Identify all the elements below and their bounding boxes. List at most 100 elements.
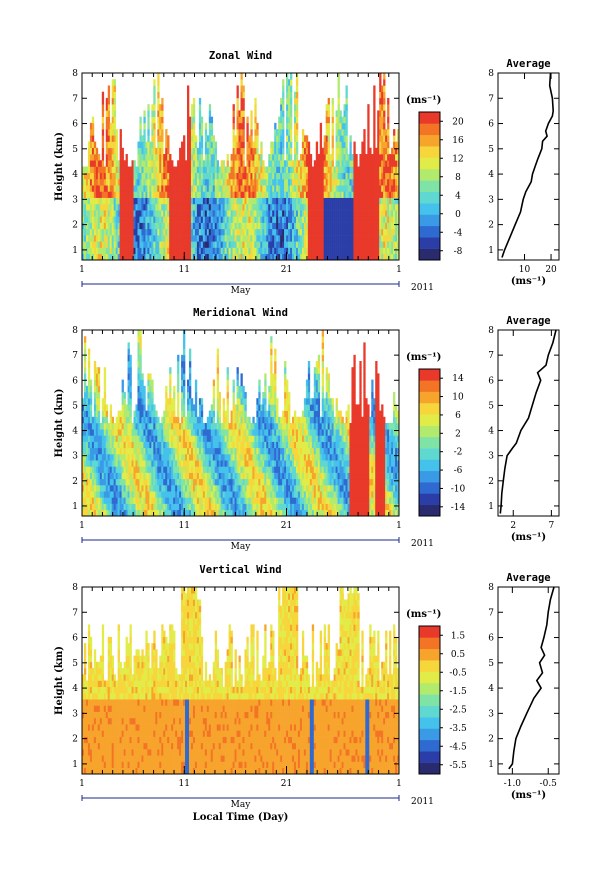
heatmap-cell: [85, 423, 89, 430]
heatmap-cell: [187, 410, 190, 418]
heatmap-cell: [383, 191, 386, 198]
heatmap-cell: [335, 110, 338, 117]
heatmap-cell: [204, 166, 208, 174]
heatmap-cell: [367, 185, 370, 192]
heatmap-cell: [133, 166, 136, 174]
heatmap-cell: [183, 178, 186, 186]
heatmap-cell: [145, 241, 148, 248]
heatmap-cell: [185, 172, 188, 180]
heatmap-cell: [185, 429, 188, 436]
heatmap-cell: [369, 197, 372, 205]
heatmap-cell: [230, 247, 233, 255]
heatmap-cell: [127, 454, 130, 461]
heatmap-cell: [309, 154, 313, 161]
heatmap-cell: [200, 404, 204, 411]
heatmap-cell: [169, 392, 172, 399]
heatmap-cell: [226, 379, 229, 387]
heatmap-cell: [218, 416, 221, 424]
heatmap-cell: [293, 197, 297, 205]
heatmap-cell: [107, 147, 111, 155]
heatmap-cell: [206, 210, 210, 217]
heatmap-cell: [303, 241, 307, 248]
heatmap-cell: [315, 154, 319, 161]
heatmap-cell: [345, 116, 348, 124]
heatmap-cell: [274, 160, 277, 167]
heatmap-cell: [188, 423, 192, 430]
heatmap-cell: [93, 404, 97, 411]
heatmap-cell: [145, 410, 148, 418]
heatmap-cell: [311, 172, 315, 180]
heatmap-cell: [242, 210, 245, 217]
heatmap-cell: [307, 197, 311, 205]
heatmap-cell: [117, 472, 120, 480]
heatmap-cell: [149, 404, 152, 411]
heatmap-cell: [109, 435, 113, 442]
heatmap-cell: [391, 191, 394, 198]
heatmap-cell: [375, 241, 378, 248]
heatmap-cell: [240, 147, 243, 155]
heatmap-cell: [169, 216, 172, 223]
heatmap-cell: [187, 178, 190, 186]
heatmap-cell: [111, 147, 114, 155]
heatmap-cell: [252, 154, 255, 161]
heatmap-cell: [268, 178, 271, 186]
heatmap-cell: [266, 253, 269, 261]
heatmap-cell: [301, 247, 305, 255]
heatmap-cell: [262, 166, 265, 174]
heatmap-cell: [210, 416, 214, 424]
heatmap-cell: [89, 454, 93, 461]
heatmap-cell: [198, 122, 202, 130]
heatmap-cell: [145, 253, 148, 261]
heatmap-cell: [337, 241, 340, 248]
heatmap-cell: [119, 166, 122, 174]
heatmap-cell: [204, 172, 208, 180]
heatmap-cell: [365, 191, 368, 198]
heatmap-cell: [266, 185, 269, 192]
heatmap-cell: [381, 160, 384, 167]
heatmap-cell: [220, 503, 223, 511]
heatmap-cell: [250, 122, 253, 130]
heatmap-cell: [185, 247, 188, 255]
heatmap-cell: [363, 147, 366, 155]
heatmap-cell: [341, 141, 344, 149]
heatmap-cell: [85, 509, 89, 517]
heatmap-cell: [125, 503, 128, 511]
heatmap-cell: [192, 247, 196, 255]
heatmap-cell: [286, 97, 289, 105]
heatmap-cell: [113, 485, 116, 492]
heatmap-cell: [196, 485, 200, 492]
heatmap-cell: [115, 210, 118, 217]
heatmap-cell: [105, 416, 109, 424]
heatmap-cell: [177, 178, 180, 186]
heatmap-cell: [369, 247, 372, 255]
heatmap-cell: [187, 497, 190, 504]
heatmap-cell: [204, 503, 208, 511]
heatmap-cell: [123, 410, 126, 418]
heatmap-cell: [97, 154, 101, 161]
heatmap-cell: [101, 203, 105, 211]
heatmap-cell: [387, 160, 390, 167]
heatmap-cell: [373, 97, 376, 105]
heatmap-cell: [119, 435, 122, 442]
heatmap-cell: [288, 172, 291, 180]
colorbar-tick-label: 4: [455, 191, 461, 201]
heatmap-cell: [274, 129, 277, 136]
heatmap-cell: [190, 466, 194, 473]
heatmap-cell: [187, 247, 190, 255]
heatmap-cell: [169, 379, 172, 387]
heatmap-cell: [240, 116, 243, 124]
heatmap-cell: [177, 385, 180, 393]
heatmap-cell: [181, 478, 184, 486]
heatmap-cell: [236, 154, 239, 161]
heatmap-cell: [83, 336, 87, 343]
heatmap-cell: [194, 235, 198, 242]
heatmap-cell: [181, 460, 184, 467]
heatmap-cell: [359, 247, 362, 255]
heatmap-cell: [83, 342, 87, 349]
heatmap-cell: [89, 235, 93, 242]
heatmap-cell: [395, 160, 398, 167]
heatmap-cell: [139, 361, 142, 368]
heatmap-cell: [303, 228, 307, 236]
heatmap-cell: [153, 247, 156, 255]
